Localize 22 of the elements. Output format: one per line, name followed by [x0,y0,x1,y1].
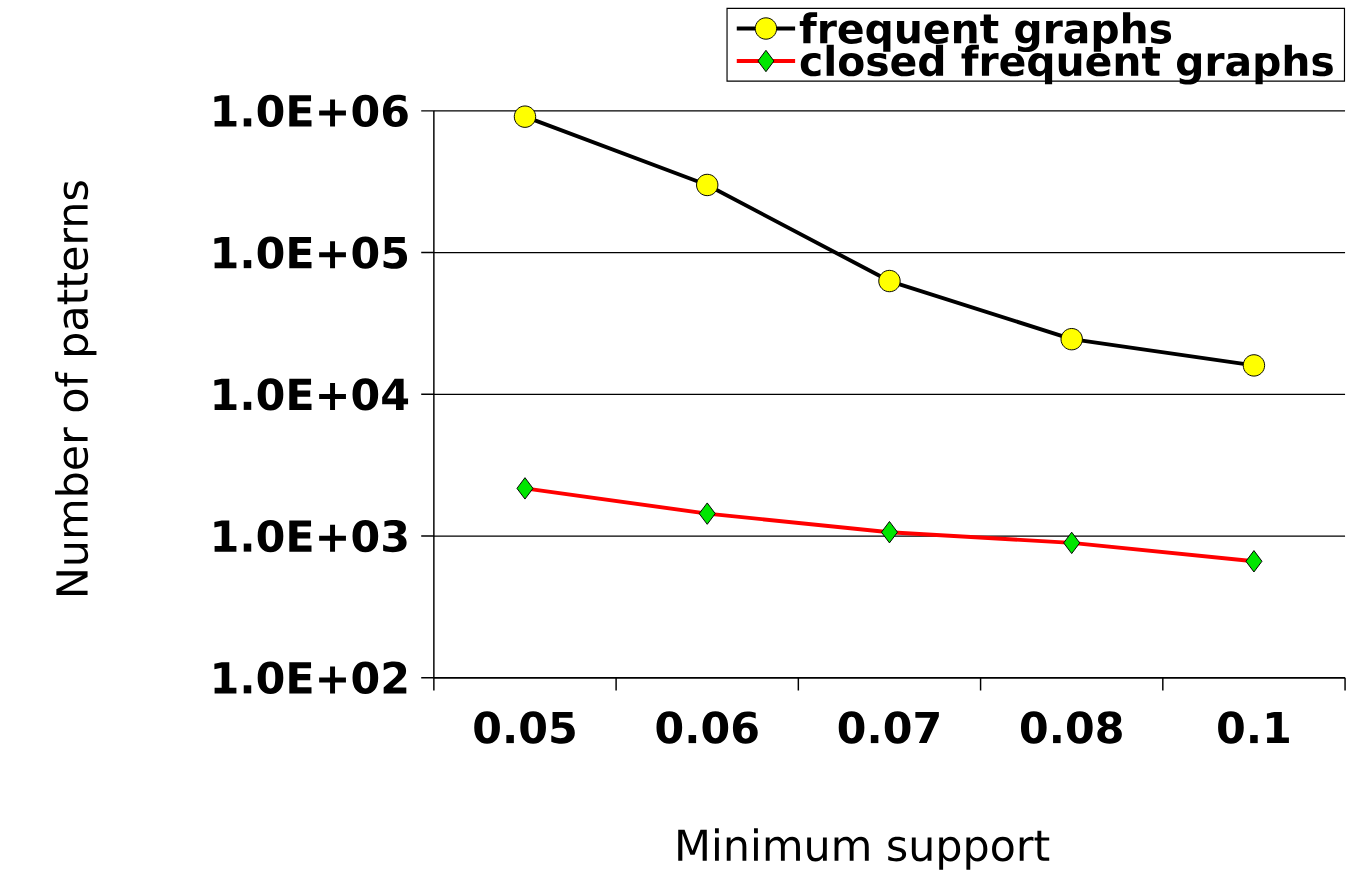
y-tick-label: 1.0E+02 [214,661,407,694]
point [878,269,901,293]
point [1060,327,1083,351]
point [880,520,898,544]
x-tick-label: 0.06 [656,711,758,744]
x-axis-title: Minimum support [678,828,1050,870]
point [698,502,716,525]
y-axis-title: Number of patterns [55,181,97,595]
y-tick-label: 1.0E+04 [214,378,409,411]
y-tick-label: 1.0E+03 [214,519,407,553]
x-tick-label: 0.07 [838,711,939,744]
point [1063,531,1081,554]
point [516,477,534,500]
x-tick-label: 0.1 [1218,711,1289,744]
x-tick-label: 0.05 [474,711,575,744]
point [1242,354,1266,377]
point [1245,549,1263,573]
y-tick-label: 1.0E+05 [214,236,408,269]
y-tick-label: 1.0E+06 [214,94,408,127]
x-tick-label: 0.08 [1020,711,1122,744]
point [696,173,719,197]
point [513,105,537,128]
